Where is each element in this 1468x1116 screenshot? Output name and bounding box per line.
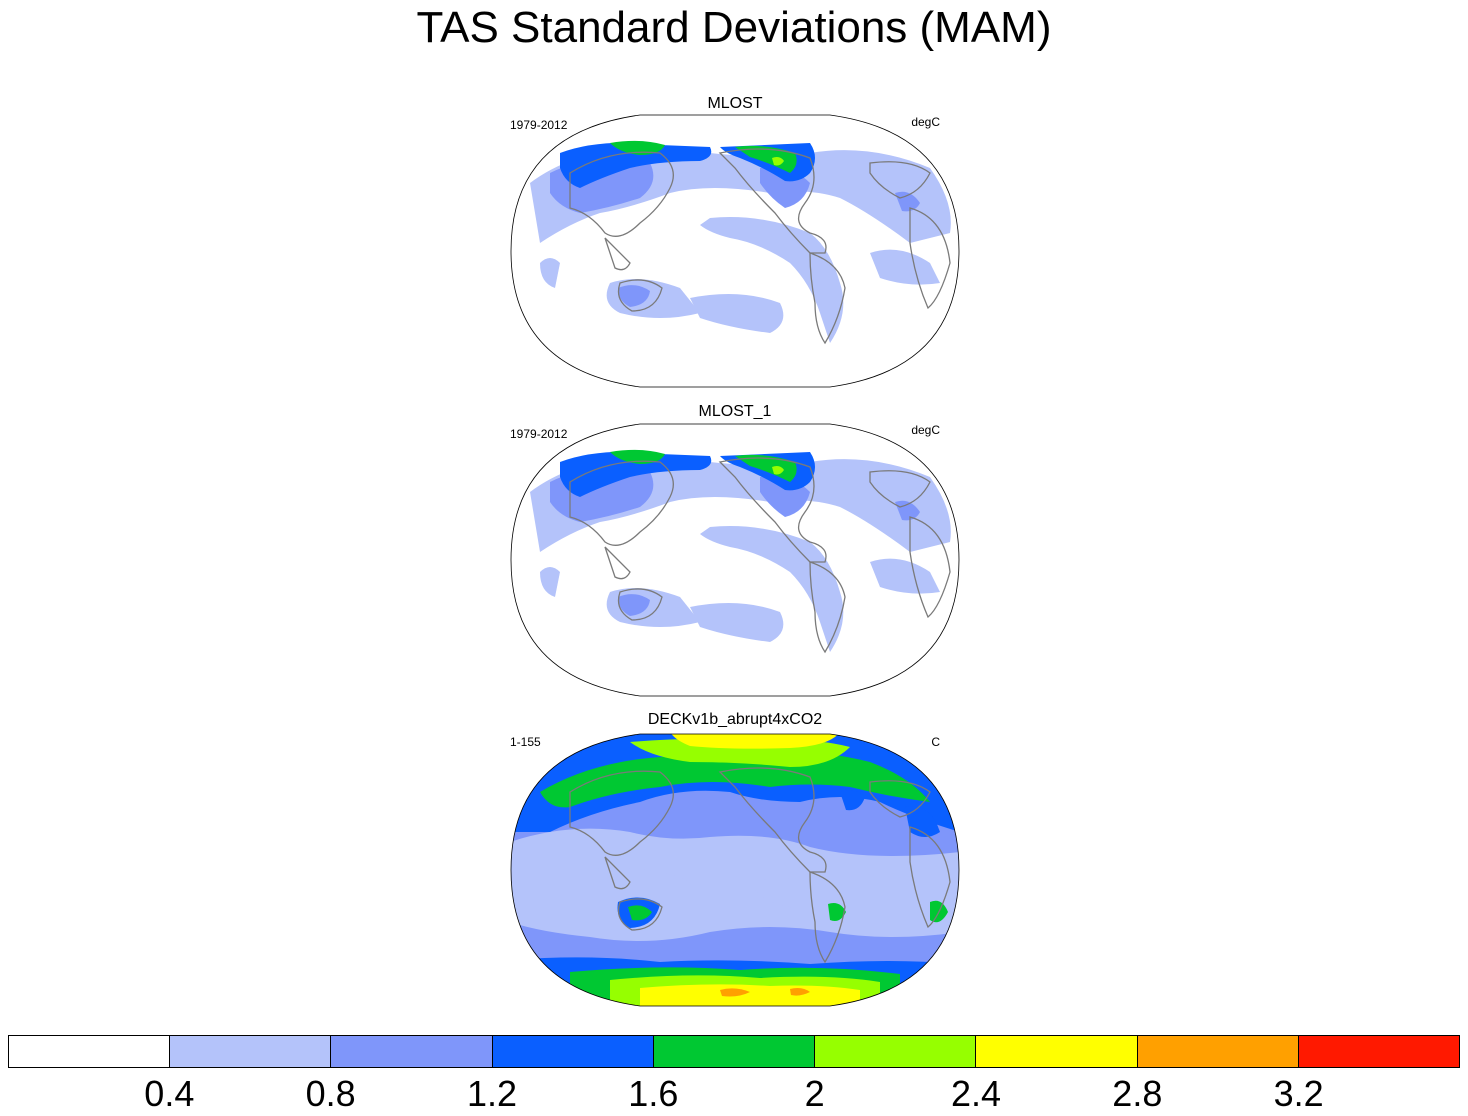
coastline: [809, 561, 846, 654]
coastline: [718, 767, 827, 873]
panel-title: MLOST: [707, 95, 763, 112]
panel-title: DECKv1b_abrupt4xCO2: [647, 711, 823, 728]
colorbar-tick-label: 1.6: [628, 1073, 679, 1114]
contour-region: [628, 905, 652, 921]
coastline: [869, 780, 931, 818]
coastline: [809, 252, 846, 345]
panel-units: C: [931, 735, 940, 749]
coastline: [604, 237, 631, 271]
contour-region: [670, 734, 840, 749]
coastline: [718, 148, 827, 254]
contour-region: [540, 258, 560, 288]
map-outline: [510, 423, 960, 697]
contour-region: [772, 157, 784, 166]
contour-region: [618, 594, 650, 616]
colorbar-tick-label: 2.8: [1112, 1073, 1163, 1114]
coastline: [869, 161, 931, 199]
map-mlost-1: [510, 423, 960, 697]
coastline: [617, 588, 663, 621]
contour-region: [610, 449, 665, 464]
contour-region: [772, 466, 784, 475]
panel-period: 1-155: [510, 735, 541, 749]
colorbar-tick-label: 0.4: [144, 1073, 195, 1114]
map-mlost: [510, 114, 960, 388]
contour-region: [690, 294, 784, 333]
colorbar-box: [1298, 1036, 1459, 1067]
contour-region: [750, 878, 840, 908]
colorbar-box: [653, 1036, 816, 1067]
colorbar-tick-label: 2.4: [950, 1073, 1002, 1114]
contour-region: [735, 454, 797, 482]
coastline: [617, 898, 663, 931]
contour-region: [560, 142, 712, 188]
coastlines: [569, 148, 951, 345]
coastline: [569, 460, 674, 546]
contour-fill: [511, 115, 959, 387]
map-outline: [510, 114, 960, 388]
map-panel-mlost: MLOST 1979-2012 degC: [500, 95, 970, 395]
panel-period: 1979-2012: [510, 118, 568, 132]
colorbar-box: [1137, 1036, 1299, 1067]
contour-region: [870, 558, 940, 594]
coastline: [604, 856, 631, 890]
colorbar-tick-label: 2: [804, 1073, 825, 1114]
contour-region: [690, 603, 784, 642]
colorbar-box: [815, 1036, 977, 1067]
contour-region: [735, 145, 797, 173]
contour-region: [540, 750, 930, 808]
colorbar-tick-label: 3.2: [1273, 1073, 1324, 1114]
panel-period: 1979-2012: [510, 427, 568, 441]
colorbar: [8, 1035, 1460, 1068]
map-outline: [510, 733, 960, 1007]
coastline: [869, 470, 931, 508]
colorbar-tick-label: 1.2: [466, 1073, 518, 1114]
contour-region: [540, 567, 560, 597]
contour-region: [870, 249, 940, 285]
coastlines: [569, 457, 951, 654]
coastlines: [569, 767, 951, 964]
coastline: [909, 207, 951, 310]
contour-region: [828, 903, 846, 921]
colorbar-box: [9, 1036, 171, 1067]
map-panel-deckv1b: DECKv1b_abrupt4xCO2 1-155 C: [500, 711, 970, 1011]
contour-region: [905, 806, 940, 837]
coastline: [909, 516, 951, 619]
contour-region: [790, 988, 810, 996]
colorbar-box: [492, 1036, 654, 1067]
contour-region: [640, 984, 860, 1006]
coastline: [718, 457, 827, 563]
panel-units: degC: [911, 115, 940, 129]
contour-region: [560, 451, 712, 497]
contour-region: [840, 790, 865, 811]
coastline: [809, 871, 846, 964]
contour-region: [700, 217, 844, 343]
contour-region: [895, 191, 920, 212]
coastline: [604, 546, 631, 580]
panel-title: MLOST_1: [698, 403, 772, 420]
contour-region: [720, 988, 750, 997]
panel-units: degC: [911, 423, 940, 437]
contour-region: [700, 526, 844, 652]
colorbar-box: [331, 1036, 493, 1067]
map-deckv1b-abrupt4xco2: [510, 733, 960, 1007]
colorbar-box: [170, 1036, 332, 1067]
contour-region: [618, 285, 650, 307]
coastline: [569, 151, 674, 237]
map-panel-mlost-1: MLOST_1 1979-2012 degC: [500, 403, 970, 703]
contour-fill: [511, 424, 959, 696]
contour-region: [570, 868, 698, 907]
coastline: [909, 826, 951, 929]
colorbar-box: [976, 1036, 1138, 1067]
page-title: TAS Standard Deviations (MAM): [416, 3, 1052, 52]
coastline: [617, 279, 663, 312]
contour-region: [895, 500, 920, 521]
coastline: [569, 770, 674, 856]
contour-region: [610, 140, 665, 155]
contour-fill: [511, 734, 959, 1006]
colorbar-tick-label: 0.8: [305, 1073, 356, 1114]
